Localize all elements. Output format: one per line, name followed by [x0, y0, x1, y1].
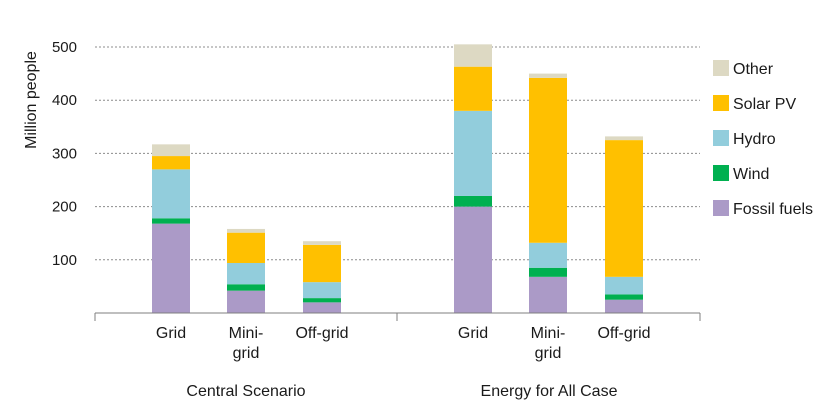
- x-category-label-4: Mini-grid: [531, 325, 566, 362]
- bar-segment-hydro-3: [454, 110, 492, 196]
- legend-label-hydro: Hydro: [733, 131, 776, 148]
- bar-segment-solar-pv-4: [529, 77, 567, 243]
- bars: [152, 44, 643, 313]
- x-category-label-5: Off-grid: [597, 325, 650, 342]
- bar-segment-solar-pv-3: [454, 66, 492, 111]
- group-label-1: Energy for All Case: [481, 383, 618, 400]
- legend-swatch-other: [713, 60, 729, 76]
- y-tick-labels: 100 200 300 400 500: [52, 39, 77, 269]
- bar-segment-solar-pv-2: [303, 244, 341, 283]
- gridlines: [95, 46, 700, 261]
- legend-label-fossil-fuels: Fossil fuels: [733, 201, 813, 218]
- legend-label-solar-pv: Solar PV: [733, 96, 796, 113]
- bar-segment-wind-2: [303, 298, 341, 303]
- bar-segment-solar-pv-0: [152, 156, 190, 170]
- bar-segment-wind-4: [529, 267, 567, 277]
- bar-segment-other-5: [605, 136, 643, 141]
- bar-segment-other-4: [529, 73, 567, 78]
- legend-swatch-fossil-fuels: [713, 200, 729, 216]
- y-tick-label-100: 100: [52, 252, 77, 269]
- bar-segment-other-3: [454, 44, 492, 67]
- legend: Other Solar PV Hydro Wind Fossil fuels: [713, 60, 813, 218]
- legend-swatch-wind: [713, 165, 729, 181]
- bar-segment-fossil-fuels-5: [605, 299, 643, 313]
- bar-segment-wind-3: [454, 195, 492, 207]
- group-label-0: Central Scenario: [186, 383, 305, 400]
- bar-segment-fossil-fuels-0: [152, 223, 190, 313]
- bar-segment-wind-0: [152, 218, 190, 224]
- bar-segment-fossil-fuels-2: [303, 302, 341, 313]
- bar-segment-wind-1: [227, 284, 265, 291]
- bar-segment-fossil-fuels-1: [227, 290, 265, 313]
- bar-segment-other-1: [227, 228, 265, 233]
- x-category-label-3: Grid: [458, 325, 488, 342]
- legend-swatch-solar-pv: [713, 95, 729, 111]
- group-labels: Central Scenario Energy for All Case: [186, 383, 617, 400]
- y-axis-label: Million people: [23, 51, 40, 149]
- x-category-label-2: Off-grid: [295, 325, 348, 342]
- bar-segment-wind-5: [605, 294, 643, 300]
- y-tick-label-200: 200: [52, 199, 77, 216]
- y-tick-label-400: 400: [52, 92, 77, 109]
- bar-segment-fossil-fuels-4: [529, 276, 567, 313]
- y-tick-label-300: 300: [52, 145, 77, 162]
- y-tick-label-500: 500: [52, 39, 77, 56]
- axes: [94, 312, 701, 321]
- bar-segment-hydro-2: [303, 282, 341, 299]
- bar-segment-fossil-fuels-3: [454, 206, 492, 313]
- bar-segment-hydro-1: [227, 262, 265, 285]
- x-category-label-1: Mini-grid: [229, 325, 264, 362]
- legend-swatch-hydro: [713, 130, 729, 146]
- x-category-labels: Grid Mini-grid Off-grid Grid Mini-grid Off-gr…: [156, 325, 651, 362]
- bar-segment-hydro-4: [529, 242, 567, 268]
- bar-segment-other-2: [303, 241, 341, 245]
- legend-label-wind: Wind: [733, 166, 769, 183]
- bar-segment-hydro-5: [605, 276, 643, 295]
- bar-segment-other-0: [152, 144, 190, 157]
- legend-label-other: Other: [733, 61, 774, 78]
- bar-segment-hydro-0: [152, 169, 190, 219]
- bar-segment-solar-pv-5: [605, 140, 643, 277]
- bar-segment-solar-pv-1: [227, 232, 265, 263]
- x-category-label-0: Grid: [156, 325, 186, 342]
